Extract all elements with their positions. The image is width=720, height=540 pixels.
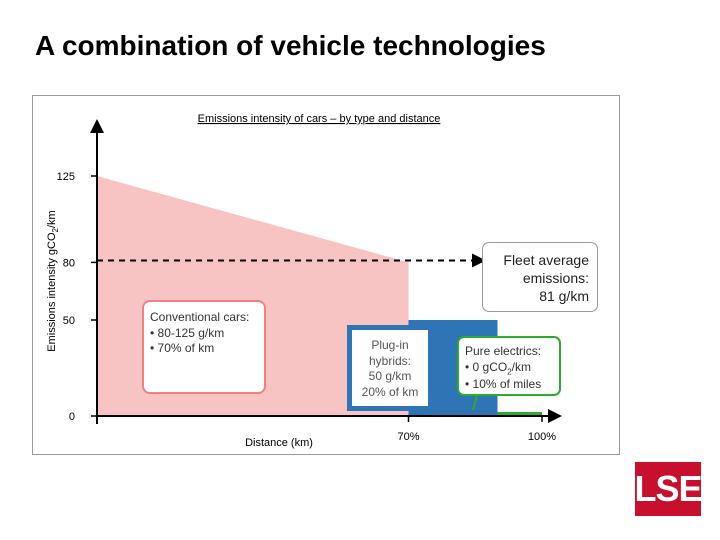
y-tick-label: 125 xyxy=(57,171,75,183)
callout-plugin-line4: 20% of km xyxy=(361,384,419,399)
y-tick-label: 50 xyxy=(63,315,75,327)
callout-electric-emissions: • 0 gCO2/km xyxy=(465,359,532,376)
callout-conventional-title: Conventional cars: xyxy=(150,310,250,324)
chart-title: Emissions intensity of cars – by type an… xyxy=(198,113,441,125)
y-axis-label: Emissions intensity gCO2/km xyxy=(46,210,60,351)
callout-fleet-value: 81 g/km xyxy=(539,288,589,305)
callout-conventional-cars: Conventional cars: • 80-125 g/km • 70% o… xyxy=(142,300,266,394)
lse-logo: LSE xyxy=(635,462,703,516)
callout-pure-electrics: Pure electrics: • 0 gCO2/km • 10% of mil… xyxy=(457,336,561,396)
callout-plugin-line2: hybrids: xyxy=(368,353,412,368)
callout-plugin-hybrids: Plug-in hybrids: 50 g/km 20% of km xyxy=(347,325,433,411)
callout-plugin-line3: 50 g/km xyxy=(368,369,412,384)
callout-fleet-line2: emissions: xyxy=(522,270,589,287)
slide-title: A combination of vehicle technologies xyxy=(35,30,546,61)
callout-electric-title: Pure electrics: xyxy=(465,344,542,358)
x-tick-label: 70% xyxy=(397,431,419,443)
callout-fleet-line1: Fleet average xyxy=(503,252,589,268)
callout-plugin-line1: Plug-in xyxy=(371,338,409,352)
callout-fleet-average: Fleet average emissions: 81 g/km xyxy=(482,242,598,312)
x-tick-label: 100% xyxy=(528,431,556,443)
callout-conventional-share: • 70% of km xyxy=(150,341,215,356)
callout-conventional-range: • 80-125 g/km xyxy=(150,325,225,340)
x-axis-label: Distance (km) xyxy=(245,437,313,449)
y-tick-label: 80 xyxy=(63,257,75,269)
y-tick-label: 0 xyxy=(69,411,75,423)
callout-electric-share: • 10% of miles xyxy=(465,377,542,392)
